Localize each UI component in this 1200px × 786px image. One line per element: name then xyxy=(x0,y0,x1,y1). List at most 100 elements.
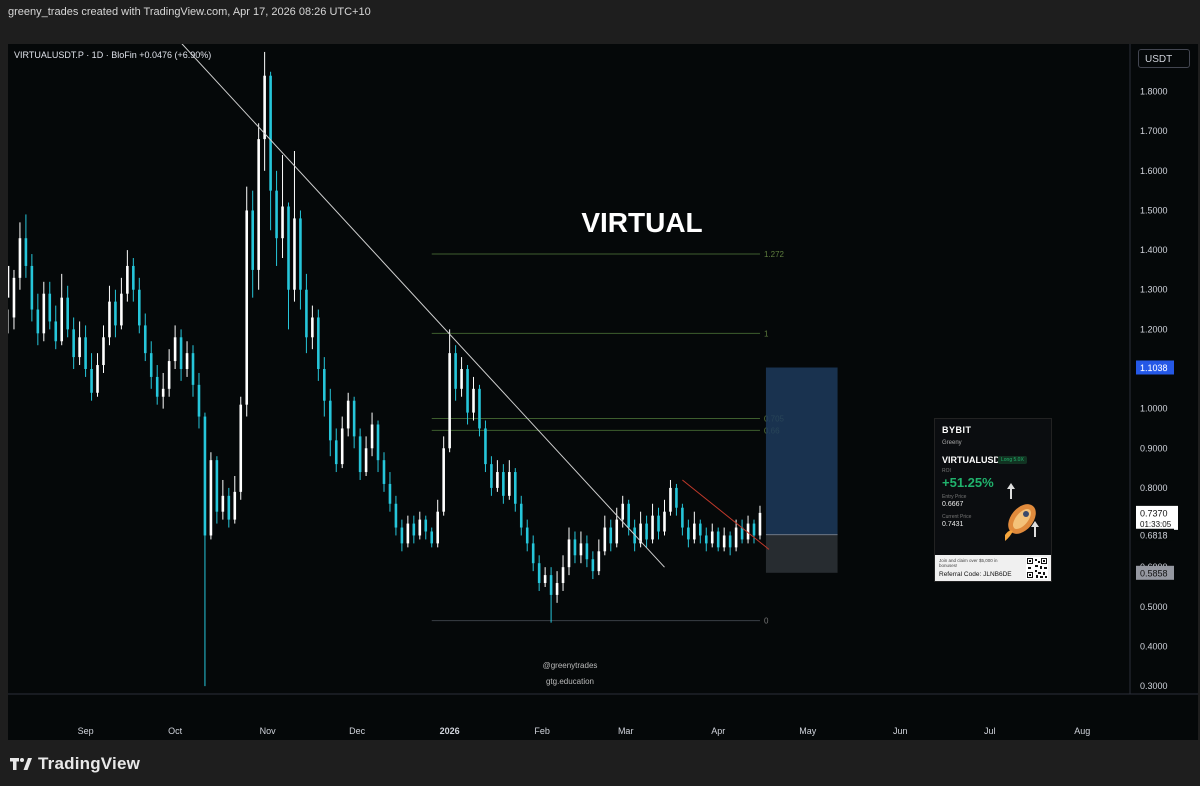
price-label-stop: 0.5858 xyxy=(1136,565,1174,580)
candle xyxy=(155,365,159,405)
candle-body xyxy=(364,448,368,473)
candle xyxy=(317,309,320,381)
candle xyxy=(311,305,314,350)
candle-body xyxy=(609,527,613,544)
candle-body xyxy=(323,369,326,401)
watermark-handle: @greenytrades xyxy=(543,661,598,670)
candle-body xyxy=(60,297,64,342)
currency-button[interactable]: USDT xyxy=(1138,49,1190,68)
candle xyxy=(460,357,463,397)
candle-body xyxy=(179,337,183,369)
candle xyxy=(734,519,738,552)
card-entry: 0.6667 xyxy=(942,501,964,508)
candle xyxy=(490,456,493,496)
price-label-box xyxy=(1136,565,1174,580)
candle xyxy=(698,519,702,544)
price-tick-label: 1.2000 xyxy=(1140,324,1168,334)
candle xyxy=(18,222,22,290)
candle-body xyxy=(293,218,296,290)
candle xyxy=(227,487,231,528)
candle xyxy=(627,499,630,536)
candle-body xyxy=(448,353,451,449)
candle xyxy=(245,186,249,417)
candle-body xyxy=(716,531,720,548)
candle-body xyxy=(651,515,654,540)
candle-body xyxy=(340,428,344,465)
price-label-box xyxy=(1136,505,1178,530)
candle xyxy=(102,325,105,373)
position-target-zone xyxy=(765,367,838,535)
candle-body xyxy=(484,428,487,465)
time-tick-label: May xyxy=(799,726,817,736)
candle-body xyxy=(197,384,201,417)
attribution-text: greeny_trades created with TradingView.c… xyxy=(8,6,371,18)
candle xyxy=(710,523,714,548)
candle xyxy=(8,265,10,334)
candle xyxy=(543,567,547,587)
candle xyxy=(531,535,535,572)
candle-body xyxy=(96,365,99,393)
candle-body xyxy=(114,301,117,326)
card-current: 0.7431 xyxy=(942,521,964,528)
candle xyxy=(287,202,290,330)
candle-body xyxy=(352,400,356,437)
candle-body xyxy=(698,523,702,536)
candle xyxy=(346,392,350,437)
candle-body xyxy=(460,369,463,389)
candle-body xyxy=(251,210,254,270)
candle-body xyxy=(752,523,756,536)
tradingview-logo[interactable]: TradingView xyxy=(10,754,140,774)
candle xyxy=(108,285,111,346)
candle-body xyxy=(173,337,177,362)
candle xyxy=(758,505,762,540)
card-side: Long 5.0X xyxy=(998,456,1027,464)
candle xyxy=(537,555,541,591)
candle-body xyxy=(358,436,362,473)
rocket-icon xyxy=(1005,483,1039,541)
footer-bar xyxy=(0,744,1200,786)
candle xyxy=(669,479,672,516)
candle-body xyxy=(215,460,219,512)
candle-body xyxy=(185,353,189,369)
price-label-box xyxy=(1136,528,1174,541)
candle-body xyxy=(591,559,595,572)
price-label-text: 0.5858 xyxy=(1140,568,1168,578)
candle-body xyxy=(490,464,493,488)
candle-body xyxy=(137,289,141,326)
candle xyxy=(382,452,386,492)
candle-body xyxy=(513,472,517,504)
candle-body xyxy=(687,527,690,540)
candle xyxy=(275,170,278,266)
candle xyxy=(328,388,332,457)
candle-body xyxy=(418,519,422,536)
candle-body xyxy=(299,218,302,290)
card-entry-label: Entry Price xyxy=(942,494,967,500)
candle-body xyxy=(430,531,434,544)
candle xyxy=(305,273,308,354)
candle xyxy=(60,273,64,346)
candle xyxy=(185,341,189,377)
candle xyxy=(24,214,28,278)
candle xyxy=(114,289,117,338)
candle-body xyxy=(126,265,129,294)
candle xyxy=(448,329,451,453)
candle-body xyxy=(161,388,165,397)
candle xyxy=(84,325,87,377)
candle-body xyxy=(209,460,213,536)
candle xyxy=(609,519,613,552)
price-label-text: 1.1038 xyxy=(1140,363,1168,373)
candle-body xyxy=(645,523,648,540)
price-chart[interactable]: VIRTUAL @greenytrades gtg.education 1.272 1 0… xyxy=(8,44,1198,740)
candle-body xyxy=(710,531,714,544)
price-countdown-text: 01:33:05 xyxy=(1140,520,1172,529)
candle-body xyxy=(382,460,386,484)
candle-body xyxy=(24,238,28,266)
candle xyxy=(96,353,99,397)
candle-body xyxy=(346,400,350,429)
candle-body xyxy=(8,265,10,298)
qr-code-icon xyxy=(1026,557,1048,579)
candle-body xyxy=(263,75,266,140)
candle xyxy=(424,515,428,540)
candle-body xyxy=(108,301,111,338)
candle xyxy=(555,571,559,603)
